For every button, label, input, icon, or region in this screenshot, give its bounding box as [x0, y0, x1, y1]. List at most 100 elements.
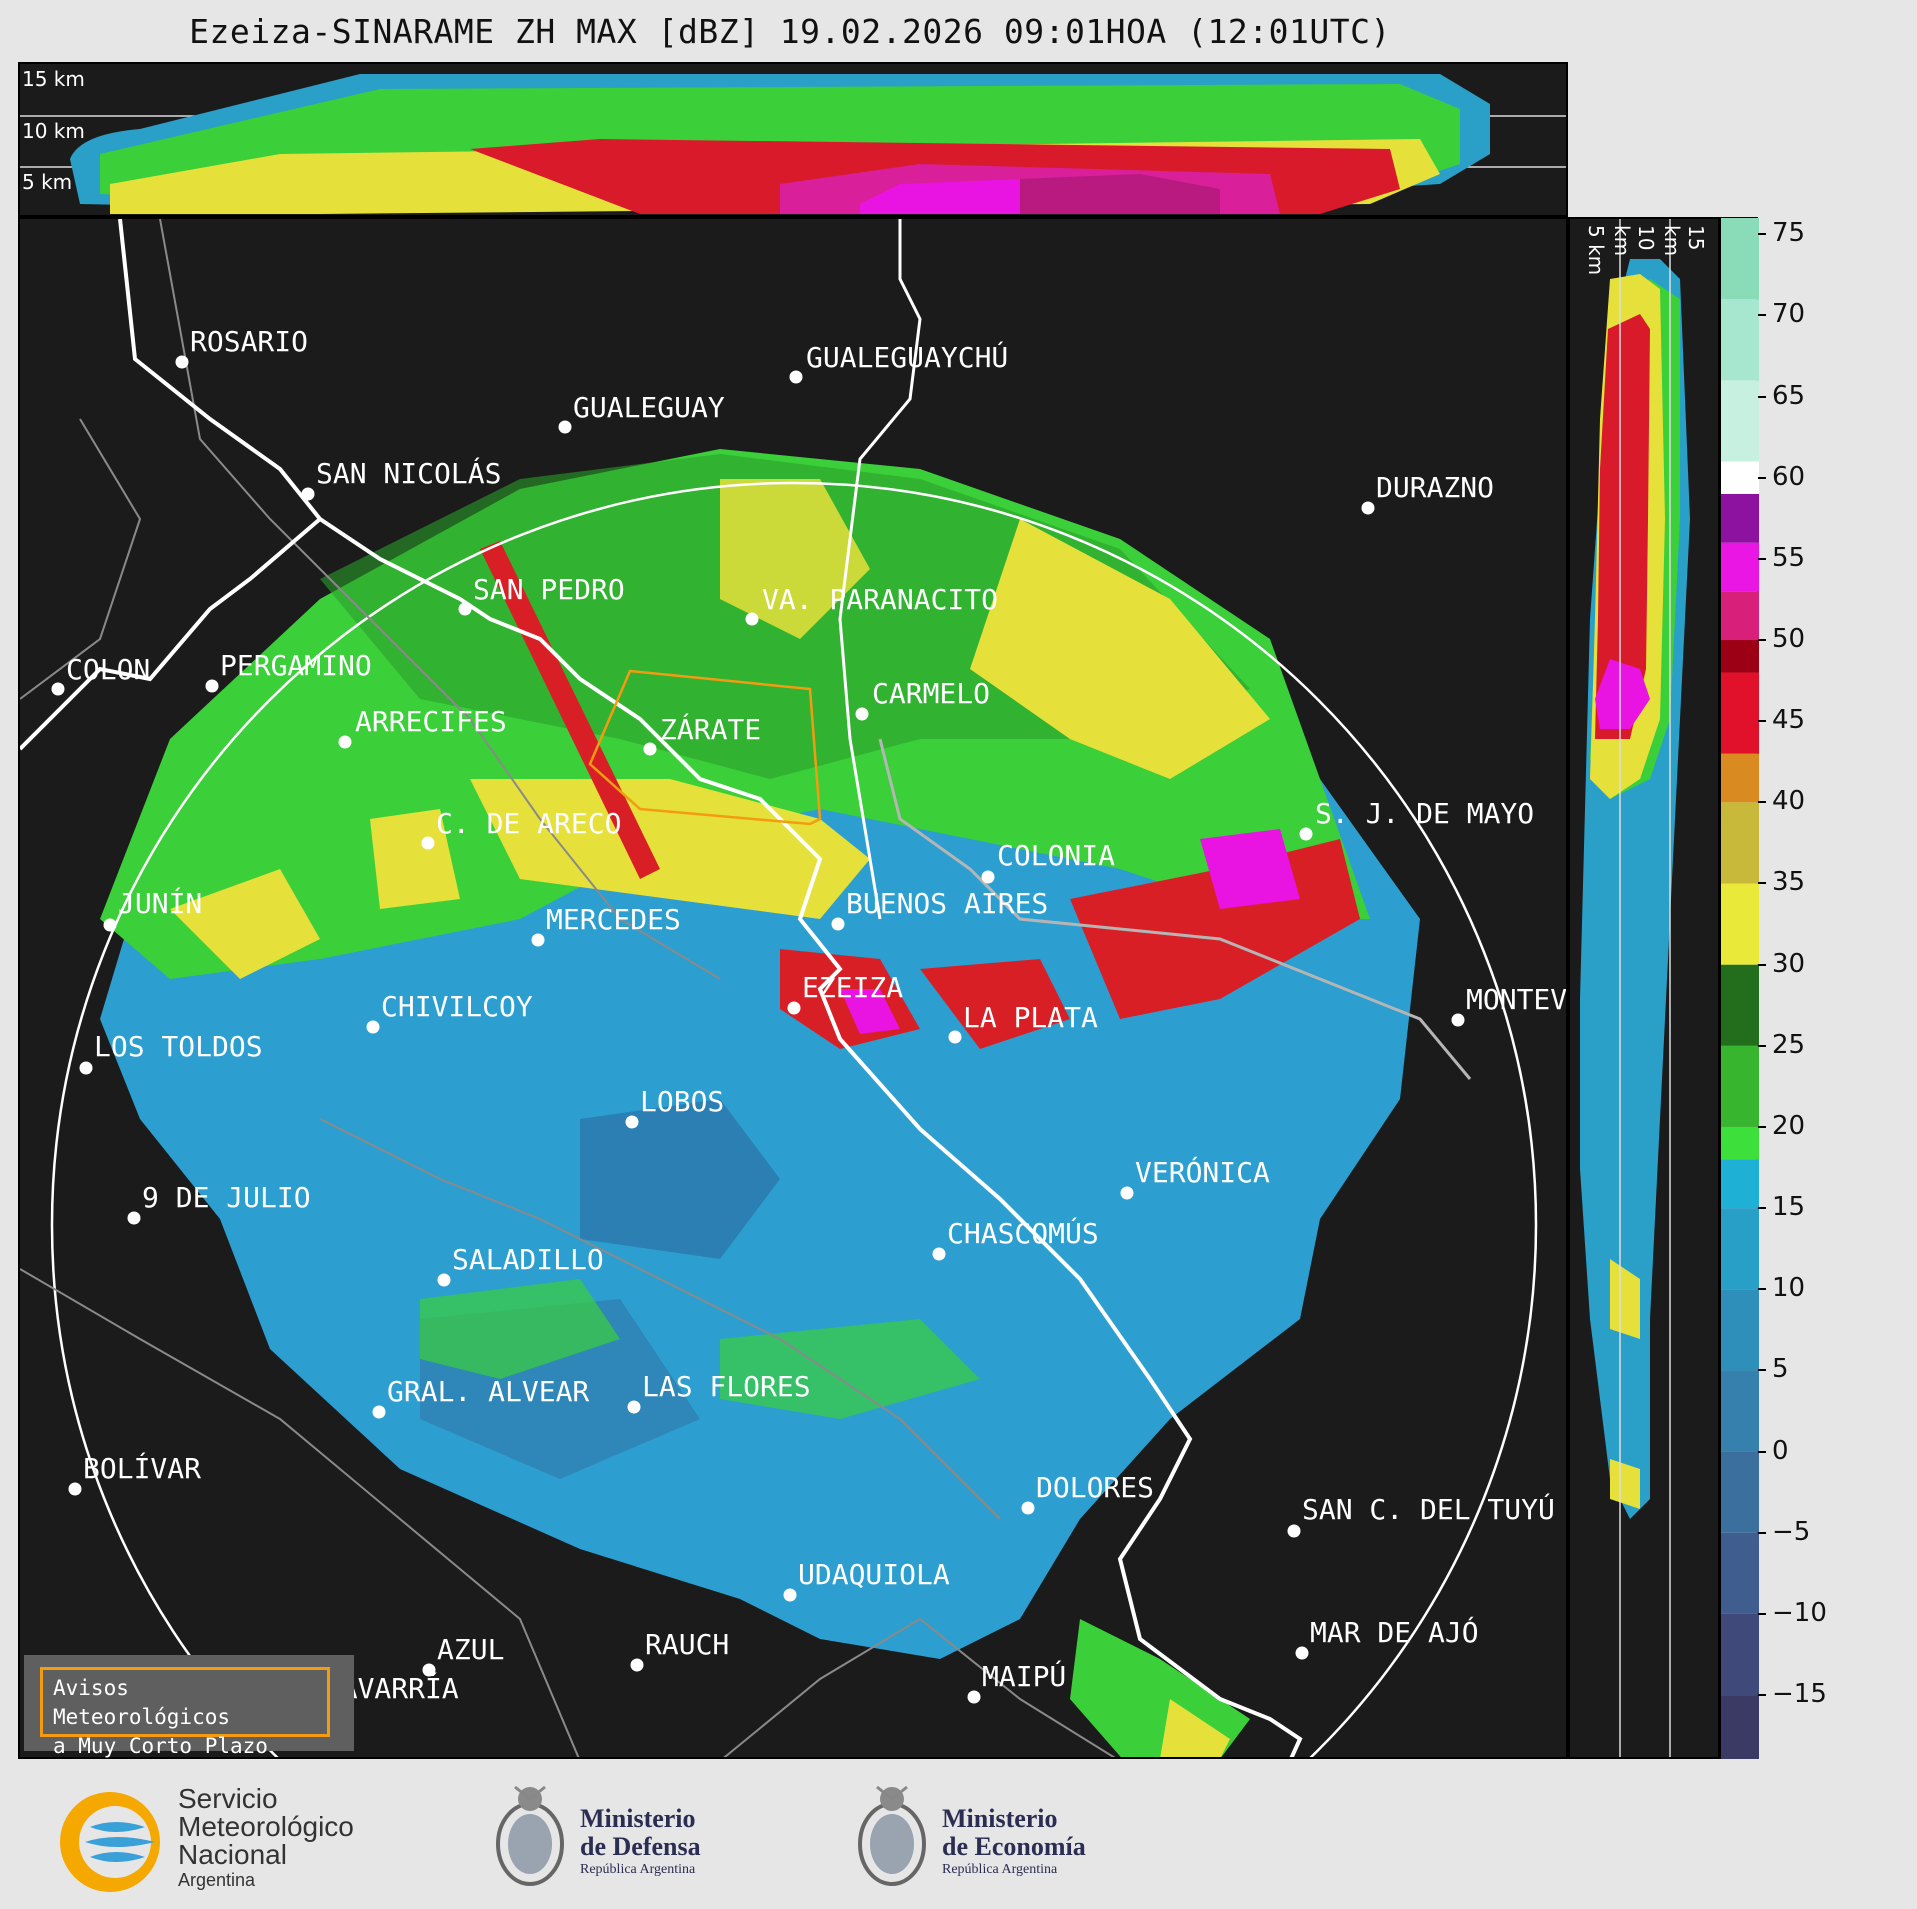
colorbar-tick	[1758, 233, 1766, 236]
colorbar-tick-label: −5	[1772, 1516, 1811, 1547]
city-label-buenos-aires: BUENOS AIRES	[846, 887, 1049, 920]
colorbar-tick-label: 45	[1772, 705, 1806, 736]
city-label-dolores: DOLORES	[1036, 1471, 1155, 1504]
city-label-la-plata: LA PLATA	[963, 1001, 1098, 1034]
warning-legend-line1: Avisos Meteorológicos	[53, 1676, 231, 1729]
city-label-s-j-de-mayo: S. J. DE MAYO	[1315, 797, 1535, 830]
colorbar-tick-label: 25	[1772, 1029, 1806, 1060]
colorbar-band	[1721, 493, 1759, 543]
smn-logo-icon	[60, 1792, 160, 1892]
economia-line2: de Economía	[942, 1832, 1086, 1861]
city-label-veronica: VERÓNICA	[1135, 1156, 1270, 1189]
city-dot-rosario	[175, 355, 189, 369]
city-dot-carmelo	[855, 707, 869, 721]
colorbar-band	[1721, 1613, 1759, 1696]
smn-logo-text: Servicio Meteorológico Nacional Argentin…	[178, 1785, 354, 1891]
top-cross-section-echo	[20, 74, 1566, 214]
colorbar-tick	[1758, 639, 1766, 642]
footer-logos: Servicio Meteorológico Nacional Argentin…	[0, 1759, 1917, 1909]
colorbar-band	[1721, 1370, 1759, 1452]
colorbar-tick-label: 60	[1772, 461, 1806, 492]
city-dot-chivilcoy	[366, 1020, 380, 1034]
dbz-colorbar-bands	[1721, 218, 1759, 1760]
colorbar-tick-label: 0	[1772, 1435, 1789, 1466]
colorbar-tick-label: 75	[1772, 218, 1806, 249]
city-dot-lobos	[625, 1115, 639, 1129]
smn-line3: Nacional	[178, 1839, 287, 1870]
city-dot-udaquiola	[783, 1588, 797, 1602]
city-label-carmelo: CARMELO	[872, 677, 991, 710]
city-label-montevideo: MONTEVIDEO	[1466, 983, 1568, 1016]
colorbar-band	[1721, 640, 1759, 673]
city-label-durazno: DURAZNO	[1376, 471, 1495, 504]
city-dot-azul	[422, 1663, 436, 1677]
colorbar-tick	[1758, 801, 1766, 804]
city-label-junin: JUNÍN	[118, 887, 203, 920]
colorbar-band	[1721, 802, 1759, 884]
city-dot-mar-de-ajo	[1295, 1646, 1309, 1660]
colorbar-band	[1721, 1045, 1759, 1127]
smn-line4: Argentina	[178, 1870, 256, 1890]
colorbar-band	[1721, 883, 1759, 965]
colorbar-band	[1721, 1289, 1759, 1371]
city-dot-gualeguaychu	[789, 370, 803, 384]
top-height-label-5km: 5 km	[22, 170, 73, 194]
colorbar-band	[1721, 542, 1759, 592]
city-dot-montevideo	[1451, 1013, 1465, 1027]
side-height-label-5km: 5 km	[1584, 225, 1608, 276]
colorbar-tick	[1758, 1450, 1766, 1453]
city-label-rauch: RAUCH	[645, 1628, 730, 1661]
colorbar-tick	[1758, 395, 1766, 398]
city-label-lobos: LOBOS	[640, 1085, 725, 1118]
city-dot-durazno	[1361, 501, 1375, 515]
city-label-san-pedro: SAN PEDRO	[473, 573, 625, 606]
colorbar-tick	[1758, 1531, 1766, 1534]
economia-coat-of-arms-icon	[858, 1785, 926, 1886]
radar-map-panel[interactable]: ROSARIO GUALEGUAYCHÚ GUALEGUAY SAN NICOL…	[18, 217, 1568, 1759]
city-dot-maipu	[967, 1690, 981, 1704]
city-dot-zarate	[643, 742, 657, 756]
map-title: Ezeiza-SINARAME ZH MAX [dBZ] 19.02.2026 …	[189, 12, 1391, 51]
colorbar-band	[1721, 1695, 1759, 1760]
top-height-label-10km: 10 km	[22, 119, 85, 143]
colorbar-tick	[1758, 1125, 1766, 1128]
colorbar-tick	[1758, 314, 1766, 317]
city-label-9-de-julio: 9 DE JULIO	[142, 1181, 311, 1214]
city-dot-mercedes	[531, 933, 545, 947]
colorbar-tick	[1758, 1044, 1766, 1047]
city-dot-san-nicolas	[301, 487, 315, 501]
colorbar-band	[1721, 461, 1759, 494]
warning-legend-box[interactable]: Avisos Meteorológicos a Muy Corto Plazo	[24, 1655, 354, 1758]
city-label-gral-alvear: GRAL. ALVEAR	[387, 1375, 590, 1408]
colorbar-band	[1721, 1126, 1759, 1160]
city-dot-la-plata	[948, 1030, 962, 1044]
economia-line3: República Argentina	[942, 1862, 1058, 1877]
city-label-va-paranacito: VA. PARANACITO	[762, 583, 999, 616]
top-cross-section-panel: 15 km 10 km 5 km	[18, 62, 1568, 217]
colorbar-tick	[1758, 1694, 1766, 1697]
city-label-azul: AZUL	[437, 1633, 505, 1666]
city-label-gualeguaychu: GUALEGUAYCHÚ	[806, 341, 1009, 374]
colorbar-tick-label: 15	[1772, 1192, 1806, 1223]
top-height-label-15km: 15 km	[22, 67, 85, 91]
city-dot-chascomus	[932, 1247, 946, 1261]
colorbar-tick-label: 35	[1772, 867, 1806, 898]
city-label-chascomus: CHASCOMÚS	[947, 1217, 1099, 1250]
colorbar-tick	[1758, 1207, 1766, 1210]
city-dot-arrecifes	[338, 735, 352, 749]
city-label-rosario: ROSARIO	[190, 325, 309, 358]
colorbar-tick-label: 10	[1772, 1273, 1806, 1304]
city-dot-ezeiza	[787, 1001, 801, 1015]
smn-line2: Meteorológico	[178, 1811, 354, 1842]
colorbar-tick-label: 30	[1772, 948, 1806, 979]
city-label-zarate: ZÁRATE	[660, 713, 762, 746]
colorbar-tick-label: −15	[1772, 1679, 1827, 1710]
colorbar-band	[1721, 1159, 1759, 1209]
smn-line1: Servicio	[178, 1783, 278, 1814]
colorbar-band	[1721, 1532, 1759, 1614]
city-label-arrecifes: ARRECIFES	[355, 705, 507, 738]
colorbar-tick	[1758, 963, 1766, 966]
city-dot-junin	[103, 918, 117, 932]
colorbar-tick-label: 5	[1772, 1354, 1789, 1385]
colorbar-band	[1721, 591, 1759, 641]
